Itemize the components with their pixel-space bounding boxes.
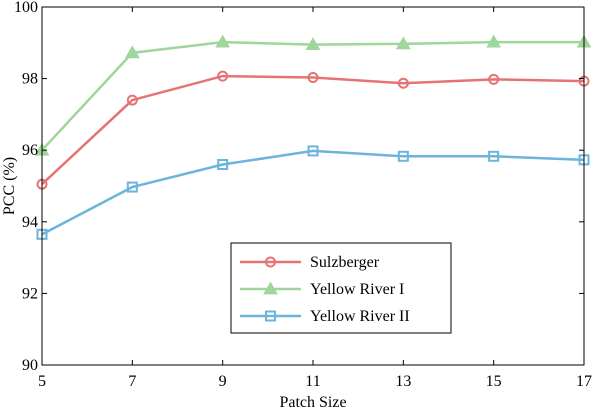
legend-item-yellow-river-i: Yellow River I [240, 281, 404, 298]
data-point-yellow-river-i [486, 34, 502, 48]
data-point-yellow-river-i [215, 34, 231, 48]
data-point-sulzberger [488, 73, 500, 85]
axis-ticks [41, 6, 585, 366]
x-tick-label: 5 [38, 373, 46, 390]
series-sulzberger [36, 70, 590, 190]
data-point-yellow-river-ii [307, 145, 319, 157]
x-tick-labels: 5 7 9 11 13 15 17 [38, 373, 592, 390]
legend-swatch-marker [265, 310, 276, 322]
series-line-yellow-river-i [41, 40, 584, 152]
data-point-yellow-river-i [395, 36, 411, 50]
data-point-sulzberger [307, 72, 319, 84]
legend-items: Sulzberger Yellow River I Yellow River II [240, 254, 410, 325]
y-tick-label: 96 [22, 142, 38, 159]
y-tick-label: 98 [22, 71, 38, 88]
x-tick-label: 9 [219, 373, 227, 390]
series-line-sulzberger [41, 74, 585, 186]
data-point-yellow-river-ii [488, 150, 500, 162]
y-tick-label: 92 [22, 285, 38, 302]
y-tick-label: 94 [22, 214, 38, 231]
data-point-yellow-river-ii [397, 150, 409, 162]
x-tick-label: 7 [128, 373, 136, 390]
data-point-yellow-river-i [124, 45, 140, 59]
data-point-sulzberger [126, 94, 138, 106]
series-yellow-river-i [34, 34, 592, 156]
series-layer [34, 34, 592, 240]
data-point-yellow-river-ii [126, 181, 138, 193]
y-axis-label: PCC (%) [1, 157, 18, 215]
y-tick-labels: 90 92 94 96 98 100 [14, 0, 38, 374]
x-axis-label: Patch Size [279, 394, 346, 410]
y-tick-label: 90 [22, 357, 38, 374]
legend-item-sulzberger: Sulzberger [240, 254, 380, 271]
legend-swatch-marker [263, 281, 278, 295]
data-point-sulzberger [217, 70, 229, 82]
legend-item-yellow-river-ii: Yellow River II [240, 308, 410, 325]
legend-label: Yellow River I [310, 281, 404, 298]
legend-swatch-marker [265, 256, 276, 268]
data-point-sulzberger [397, 77, 409, 89]
legend: Sulzberger Yellow River I Yellow River II [230, 242, 452, 334]
y-tick-label: 100 [14, 0, 38, 16]
x-tick-label: 17 [576, 373, 592, 390]
series-yellow-river-ii [36, 145, 590, 240]
series-line-yellow-river-ii [41, 149, 585, 236]
legend-label: Yellow River II [310, 308, 410, 325]
x-tick-label: 11 [305, 373, 320, 390]
data-point-yellow-river-ii [217, 159, 229, 171]
x-tick-label: 13 [395, 373, 411, 390]
legend-label: Sulzberger [310, 254, 380, 271]
x-tick-label: 15 [486, 373, 502, 390]
data-point-yellow-river-i [305, 37, 321, 50]
